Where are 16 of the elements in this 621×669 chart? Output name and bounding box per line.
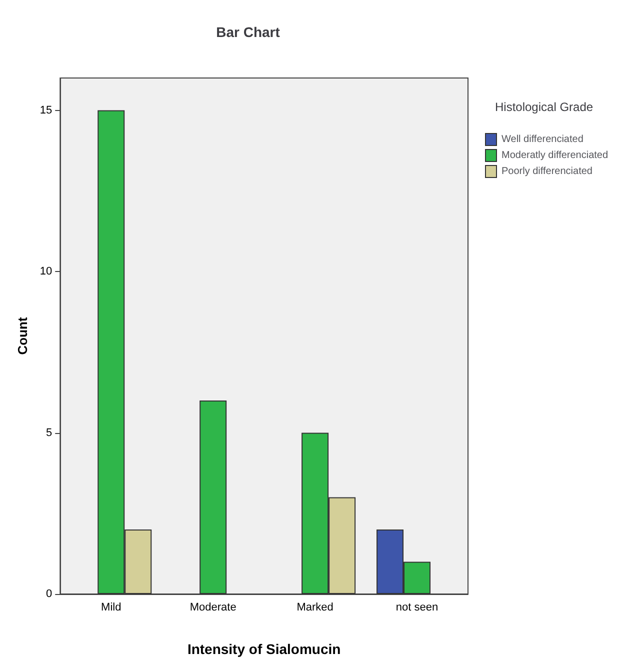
legend-title: Histological Grade	[495, 100, 594, 114]
y-axis-title: Count	[15, 316, 30, 355]
y-tick-label: 0	[46, 588, 52, 600]
y-tick-label: 5	[46, 426, 52, 439]
legend-label: Poorly differenciated	[502, 166, 592, 177]
x-tick-label: Mild	[101, 602, 122, 614]
legend-label: Well differenciated	[502, 134, 584, 145]
x-tick-label: Moderate	[190, 602, 236, 614]
bar	[200, 400, 227, 594]
x-tick-label: not seen	[396, 602, 438, 614]
y-tick-label: 10	[40, 266, 52, 278]
legend-label: Moderatly differenciated	[502, 150, 608, 161]
x-tick-label: Marked	[296, 602, 334, 614]
chart-title: Bar Chart	[216, 24, 280, 40]
y-tick-label: 15	[40, 104, 52, 116]
x-axis-title: Intensity of Sialomucin	[187, 641, 341, 657]
